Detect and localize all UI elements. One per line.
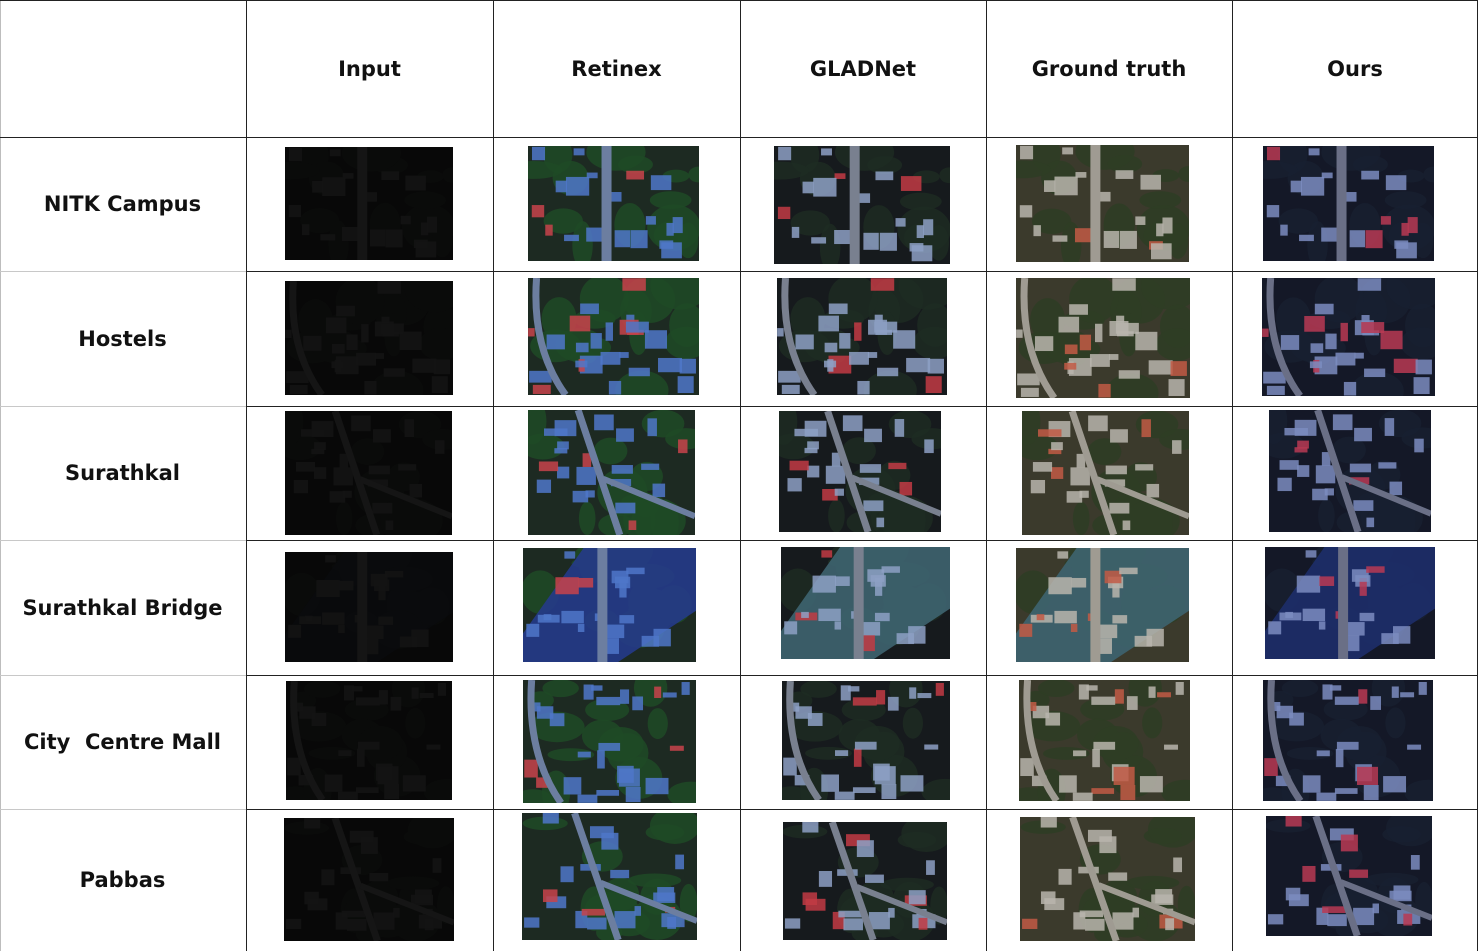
aerial-image <box>1020 817 1195 941</box>
row-divider <box>246 675 1478 676</box>
row-divider <box>246 809 1478 810</box>
image-surathkal-bridge-gladnet <box>781 547 950 659</box>
column-header-ours: Ours <box>1327 56 1383 81</box>
image-nitk-campus-ground-truth <box>1016 145 1189 262</box>
column-header-ground-truth: Ground truth <box>1031 56 1187 81</box>
column-divider <box>246 0 247 951</box>
row-label-nitk-campus: NITK Campus <box>43 192 202 216</box>
aerial-image <box>1016 278 1190 398</box>
column-divider <box>986 0 987 951</box>
image-city-centre-mall-ours <box>1263 680 1433 801</box>
row-label-hostels: Hostels <box>78 326 167 351</box>
image-pabbas-ground-truth <box>1020 817 1195 941</box>
image-hostels-input <box>285 281 453 395</box>
image-city-centre-mall-input <box>286 681 452 800</box>
image-surathkal-gladnet <box>779 411 941 532</box>
row-label-surathkal: Surathkal <box>65 461 180 485</box>
aerial-image <box>774 146 950 264</box>
image-city-centre-mall-retinex <box>523 680 696 803</box>
aerial-image <box>1265 547 1435 659</box>
row-divider <box>246 540 1478 541</box>
image-nitk-campus-ours <box>1263 146 1434 261</box>
aerial-image <box>285 147 453 260</box>
image-nitk-campus-gladnet <box>774 146 950 264</box>
image-surathkal-bridge-ours <box>1265 547 1435 659</box>
column-header-input: Input <box>338 56 401 81</box>
image-surathkal-ours <box>1269 410 1431 532</box>
row-label-city-centre-mall: City Centre Mall <box>24 730 221 754</box>
image-hostels-ground-truth <box>1016 278 1190 398</box>
aerial-image <box>1266 816 1432 936</box>
aerial-image <box>783 822 947 940</box>
image-surathkal-bridge-retinex <box>523 548 696 662</box>
aerial-image <box>523 548 696 662</box>
aerial-image <box>528 146 699 261</box>
aerial-image <box>782 681 950 800</box>
image-city-centre-mall-ground-truth <box>1019 680 1190 801</box>
row-divider <box>246 406 1478 407</box>
image-nitk-campus-retinex <box>528 146 699 261</box>
image-surathkal-retinex <box>528 410 695 535</box>
row-divider <box>246 271 1478 272</box>
image-city-centre-mall-gladnet <box>782 681 950 800</box>
image-hostels-gladnet <box>777 278 947 395</box>
aerial-image <box>1269 410 1431 532</box>
aerial-image <box>285 281 453 395</box>
aerial-image <box>1263 146 1434 261</box>
image-surathkal-input <box>285 411 452 535</box>
aerial-image <box>284 818 454 941</box>
aerial-image <box>528 410 695 535</box>
image-pabbas-ours <box>1266 816 1432 936</box>
column-header-retinex: Retinex <box>571 56 662 81</box>
row-divider <box>0 137 1478 138</box>
image-hostels-ours <box>1262 278 1435 396</box>
aerial-image <box>528 278 699 395</box>
aerial-image <box>1019 680 1190 801</box>
aerial-image <box>285 552 453 662</box>
image-surathkal-bridge-ground-truth <box>1016 548 1189 662</box>
aerial-image <box>1016 548 1189 662</box>
aerial-image <box>1263 680 1433 801</box>
image-surathkal-bridge-input <box>285 552 453 662</box>
image-pabbas-gladnet <box>783 822 947 940</box>
image-nitk-campus-input <box>285 147 453 260</box>
aerial-image <box>779 411 941 532</box>
aerial-image <box>1262 278 1435 396</box>
aerial-image <box>777 278 947 395</box>
row-label-pabbas: Pabbas <box>79 868 166 892</box>
aerial-image <box>286 681 452 800</box>
image-pabbas-input <box>284 818 454 941</box>
aerial-image <box>781 547 950 659</box>
aerial-image <box>523 680 696 803</box>
row-divider <box>0 0 1478 1</box>
table-left-border <box>0 0 1 951</box>
image-hostels-retinex <box>528 278 699 395</box>
column-divider <box>493 0 494 951</box>
aerial-image <box>1016 145 1189 262</box>
column-divider <box>1232 0 1233 951</box>
aerial-image <box>522 813 697 940</box>
row-label-surathkal-bridge: Surathkal Bridge <box>22 595 223 620</box>
image-pabbas-retinex <box>522 813 697 940</box>
aerial-image <box>285 411 452 535</box>
column-header-gladnet: GLADNet <box>809 56 917 81</box>
column-divider <box>740 0 741 951</box>
aerial-image <box>1022 411 1189 535</box>
image-surathkal-ground-truth <box>1022 411 1189 535</box>
